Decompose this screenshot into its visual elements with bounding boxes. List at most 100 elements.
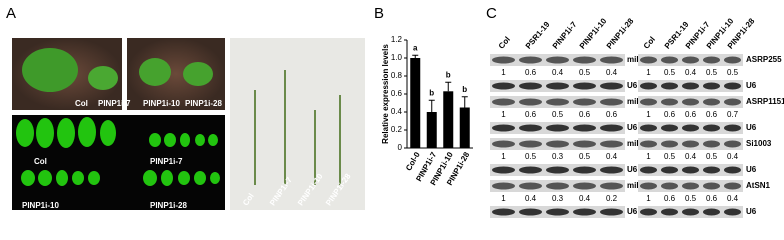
band xyxy=(492,182,515,190)
band-value: 0.5 xyxy=(664,68,676,77)
band-value: 0.6 xyxy=(664,110,676,119)
stems xyxy=(254,70,341,185)
annotation: b xyxy=(446,70,451,79)
band xyxy=(724,82,741,90)
y-tick-label: 0 xyxy=(398,143,403,152)
band xyxy=(519,208,542,216)
y-axis-label: Relative expression levels xyxy=(381,44,390,144)
control-label: U6 xyxy=(746,81,757,90)
control-label: U6 xyxy=(627,81,638,90)
probe-label: ASRP1151 xyxy=(746,97,784,106)
band xyxy=(573,124,596,132)
photo-label: PINP1i-7 xyxy=(98,99,131,108)
band xyxy=(640,124,657,132)
band xyxy=(724,208,741,216)
band-value: 0.4 xyxy=(727,152,739,161)
band xyxy=(640,56,657,64)
band xyxy=(682,166,699,174)
band-value: 0.5 xyxy=(552,110,564,119)
band xyxy=(573,140,596,148)
band xyxy=(703,208,720,216)
band xyxy=(519,140,542,148)
error-bar xyxy=(412,54,419,58)
band xyxy=(600,98,623,106)
band-value: 0.4 xyxy=(579,194,591,203)
band xyxy=(546,166,569,174)
band-value: 0.6 xyxy=(706,110,718,119)
control-label: U6 xyxy=(746,123,757,132)
band xyxy=(661,166,678,174)
error-bar xyxy=(428,99,435,112)
band xyxy=(703,98,720,106)
band-value: 0.5 xyxy=(706,68,718,77)
band xyxy=(661,98,678,106)
band xyxy=(724,124,741,132)
band xyxy=(703,140,720,148)
probe-label: ASRP255 xyxy=(746,55,782,64)
band xyxy=(546,82,569,90)
band xyxy=(546,208,569,216)
y-tick-label: 0.8 xyxy=(391,71,403,80)
photo-label: PINP1i-7 xyxy=(150,157,183,166)
band xyxy=(661,82,678,90)
photo-label: Col xyxy=(34,157,47,166)
band xyxy=(573,56,596,64)
band xyxy=(573,208,596,216)
band xyxy=(661,124,678,132)
band-value: 0.6 xyxy=(579,110,591,119)
band xyxy=(682,208,699,216)
band xyxy=(492,166,515,174)
lane-label: PINP1i-7 xyxy=(551,20,579,51)
band-value: 0.5 xyxy=(579,68,591,77)
band xyxy=(661,208,678,216)
panel-label: C xyxy=(486,5,497,22)
band xyxy=(546,182,569,190)
rosette xyxy=(183,62,213,86)
band xyxy=(492,124,515,132)
band xyxy=(661,140,678,148)
band xyxy=(682,82,699,90)
band xyxy=(724,56,741,64)
band xyxy=(600,82,623,90)
control-label: U6 xyxy=(627,123,638,132)
band xyxy=(703,166,720,174)
band xyxy=(546,98,569,106)
band-value: 0.6 xyxy=(525,110,537,119)
band xyxy=(600,208,623,216)
rosette xyxy=(139,58,171,86)
band-value: 1 xyxy=(646,110,651,119)
band-value: 0.5 xyxy=(664,152,676,161)
band xyxy=(519,56,542,64)
band xyxy=(546,140,569,148)
band-value: 0.2 xyxy=(606,194,618,203)
band xyxy=(703,182,720,190)
band-value: 1 xyxy=(646,68,651,77)
band xyxy=(703,124,720,132)
y-tick-label: 1.0 xyxy=(391,53,403,62)
photo-label: PINP1i-28 xyxy=(185,99,222,108)
band-value: 0.6 xyxy=(606,110,618,119)
panel-label: A xyxy=(6,5,16,22)
photo-label: PINP1i-28 xyxy=(150,201,187,210)
y-tick-label: 0.4 xyxy=(391,107,403,116)
band-value: 0.4 xyxy=(606,152,618,161)
leaves xyxy=(16,117,220,186)
rosette xyxy=(22,48,78,92)
band xyxy=(661,56,678,64)
band xyxy=(600,166,623,174)
probe-label: AtSN1 xyxy=(746,181,771,190)
y-tick-label: 0.6 xyxy=(391,89,403,98)
band xyxy=(492,208,515,216)
band-value: 0.3 xyxy=(552,194,564,203)
band xyxy=(682,182,699,190)
band xyxy=(546,124,569,132)
band-value: 1 xyxy=(501,68,506,77)
band xyxy=(546,56,569,64)
band-value: 0.5 xyxy=(706,152,718,161)
probe-label: Si1003 xyxy=(746,139,772,148)
band xyxy=(519,182,542,190)
band xyxy=(724,98,741,106)
band-value: 1 xyxy=(646,152,651,161)
lane-label: PINP1i-28 xyxy=(605,16,636,50)
band xyxy=(640,82,657,90)
